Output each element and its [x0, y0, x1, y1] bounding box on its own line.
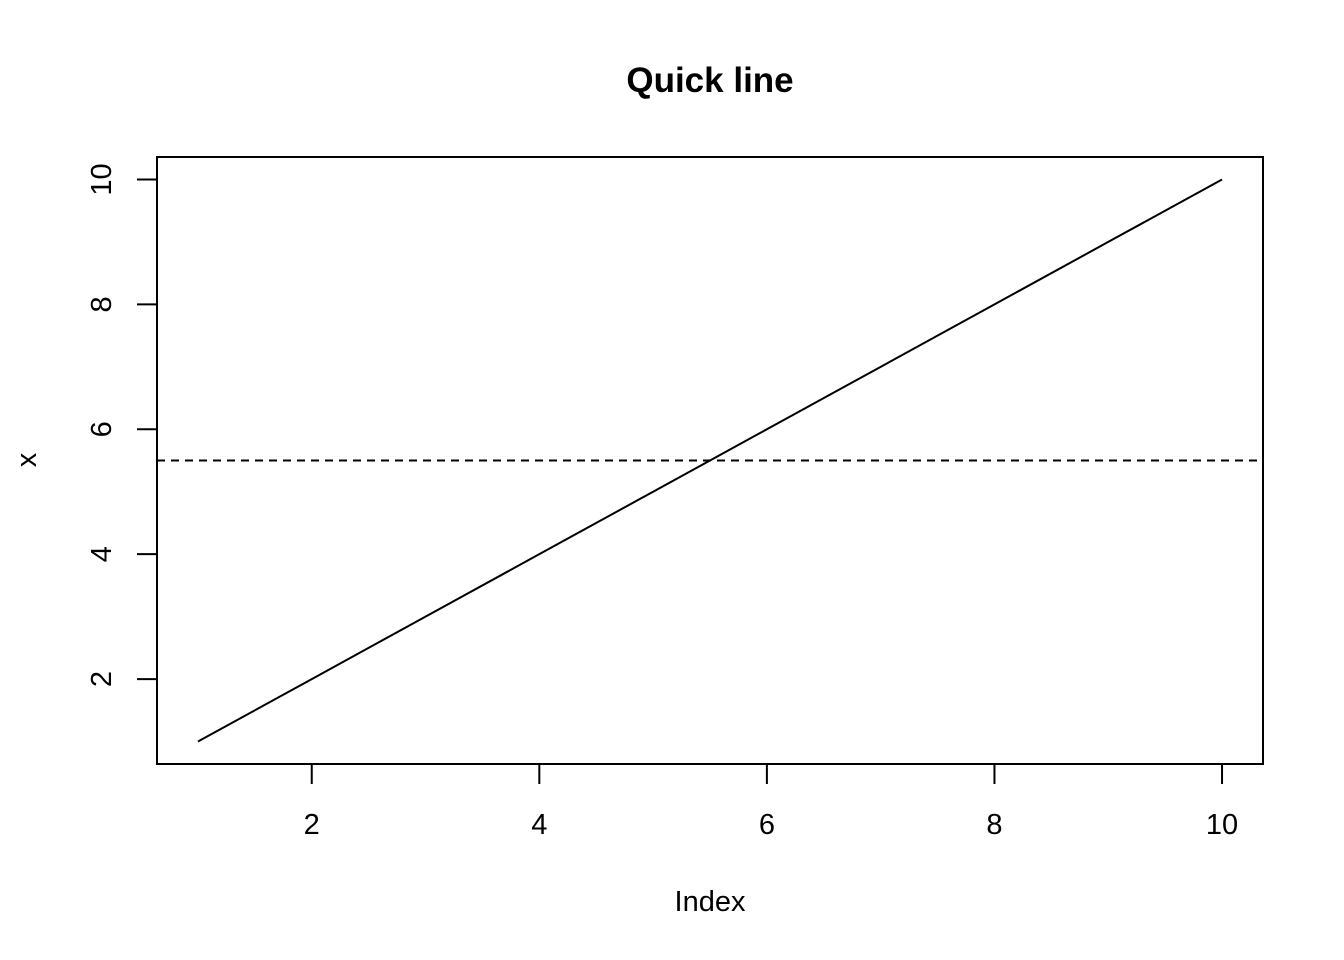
- x-axis-label: Index: [675, 886, 746, 918]
- y-tick-label: 6: [86, 421, 118, 437]
- x-tick-label: 2: [304, 809, 320, 841]
- x-tick-label: 6: [759, 809, 775, 841]
- y-axis: 2 4 6 8 10: [86, 163, 158, 687]
- x-tick-label: 4: [531, 809, 547, 841]
- y-tick-label: 8: [86, 296, 118, 312]
- y-tick-label: 2: [86, 671, 118, 687]
- y-tick-label: 10: [86, 163, 118, 195]
- y-tick-label: 4: [86, 546, 118, 562]
- series-layer: [197, 178, 1223, 743]
- chart-title: Quick line: [626, 61, 793, 100]
- x-tick-label: 10: [1206, 809, 1238, 841]
- x-axis: 2 4 6 8 10: [304, 763, 1238, 841]
- y-axis-label: x: [11, 452, 43, 467]
- x-tick-label: 8: [986, 809, 1002, 841]
- series-line: [197, 178, 1223, 743]
